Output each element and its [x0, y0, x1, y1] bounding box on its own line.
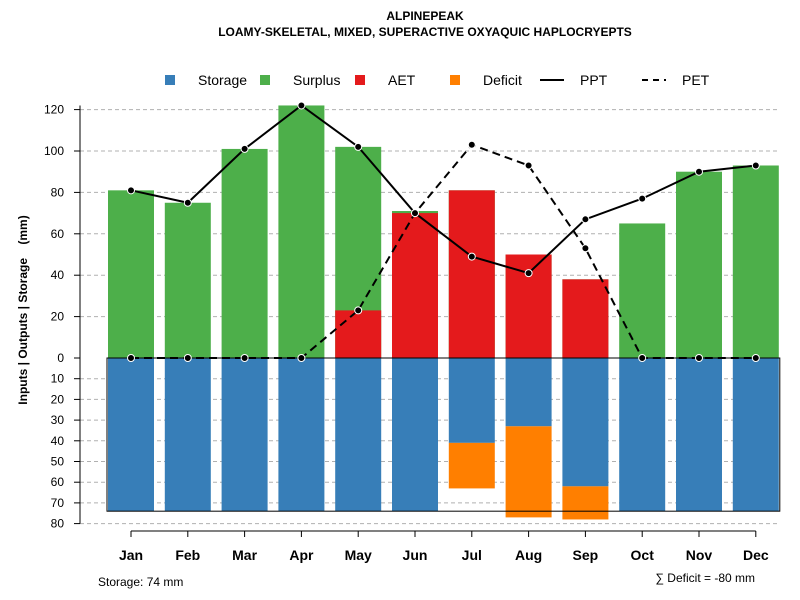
ppt-point [524, 269, 533, 278]
storage-bar [221, 358, 268, 512]
y-tick-label: 120 [44, 103, 64, 117]
pet-point [581, 244, 590, 253]
aet-bar [335, 310, 382, 358]
axes: 0 20 40 60 80 100 120 10 20 30 40 50 60 70 80 Jan Feb Mar… [44, 103, 769, 563]
x-tick-label: Aug [515, 547, 542, 563]
y-tick-label: 30 [51, 413, 65, 427]
legend-pet-label: PET [682, 72, 710, 88]
pet-point [240, 354, 249, 362]
y-tick-label: 50 [51, 455, 65, 469]
storage-bar [335, 358, 382, 512]
pet-point [524, 161, 533, 170]
ppt-point [297, 101, 306, 110]
surplus-bar [221, 148, 268, 358]
bars [106, 105, 781, 520]
y-tick-label: 80 [51, 185, 65, 199]
y-tick-label: 0 [57, 351, 64, 365]
ppt-point [240, 144, 249, 153]
ppt-point [354, 142, 363, 151]
x-tick-label: Sep [573, 547, 599, 563]
x-tick-label: Mar [232, 547, 257, 563]
storage-bar [732, 358, 779, 512]
y-tick-label: 70 [51, 496, 65, 510]
pet-point [751, 354, 760, 362]
surplus-bar [164, 202, 211, 358]
y-tick-label: 40 [51, 434, 65, 448]
y-tick-label: 20 [51, 310, 65, 324]
storage-bar [562, 358, 609, 487]
storage-bar [392, 358, 438, 512]
storage-bar [278, 358, 325, 512]
storage-bar [108, 358, 154, 512]
ppt-point [581, 215, 590, 224]
aet-bar [448, 190, 495, 358]
legend-ppt-label: PPT [580, 72, 608, 88]
storage-bar [164, 358, 211, 512]
y-tick-label: 20 [51, 392, 65, 406]
y-tick-label: 40 [51, 268, 65, 282]
legend-aet-swatch [355, 75, 365, 85]
storage-bar [448, 358, 495, 443]
y-tick-label: 60 [51, 475, 65, 489]
storage-bar [505, 358, 552, 427]
surplus-bar [278, 105, 325, 359]
deficit-bar [448, 442, 495, 489]
ppt-point [127, 186, 135, 195]
chart-title: ALPINEPEAK [386, 9, 464, 23]
aet-bar [392, 213, 438, 358]
x-tick-label: Nov [686, 547, 713, 563]
ppt-point [695, 167, 703, 176]
x-tick-label: Jun [403, 547, 428, 563]
surplus-bar [108, 190, 154, 358]
x-tick-label: Oct [631, 547, 655, 563]
surplus-bar [676, 171, 722, 358]
x-tick-label: May [345, 547, 372, 563]
ppt-point [467, 252, 476, 261]
storage-bar [676, 358, 722, 512]
pet-point [183, 354, 192, 362]
x-tick-label: Apr [289, 547, 314, 563]
deficit-note: ∑ Deficit = -80 mm [655, 571, 755, 585]
pet-point [695, 354, 703, 362]
y-axis-label: Inputs | Outputs | Storage (mm) [16, 215, 30, 404]
deficit-bar [562, 486, 609, 520]
legend-aet-label: AET [388, 72, 416, 88]
chart-subtitle: LOAMY-SKELETAL, MIXED, SUPERACTIVE OXYAQ… [218, 25, 632, 39]
x-tick-label: Feb [175, 547, 200, 563]
ppt-point [183, 198, 192, 207]
pet-line [131, 143, 756, 359]
legend-deficit-swatch [450, 75, 460, 85]
x-tick-label: Jan [119, 547, 143, 563]
aet-bar [562, 279, 609, 358]
ppt-point [638, 194, 647, 203]
surplus-bar [619, 223, 666, 358]
legend-storage-swatch [165, 75, 175, 85]
pet-point [297, 354, 306, 362]
surplus-bar [732, 165, 779, 358]
ppt-line [130, 104, 756, 275]
y-tick-label: 100 [44, 144, 64, 158]
deficit-bar [505, 426, 552, 518]
y-tick-label: 60 [51, 227, 65, 241]
x-tick-label: Jul [462, 547, 482, 563]
pet-point [354, 306, 363, 315]
legend-surplus-label: Surplus [293, 72, 340, 88]
storage-note: Storage: 74 mm [98, 575, 183, 589]
lines [127, 101, 760, 362]
ppt-point [411, 209, 419, 218]
x-tick-label: Dec [743, 547, 769, 563]
pet-point [467, 140, 476, 149]
legend-deficit-label: Deficit [483, 72, 522, 88]
legend: Storage Surplus AET Deficit PPT PET [165, 72, 710, 88]
legend-storage-label: Storage [198, 72, 247, 88]
legend-surplus-swatch [260, 75, 270, 85]
pet-point [127, 354, 135, 362]
storage-bar [619, 358, 666, 512]
y-tick-label: 80 [51, 517, 65, 531]
y-tick-label: 10 [51, 372, 65, 386]
pet-point [638, 354, 647, 362]
ppt-point [751, 161, 760, 170]
